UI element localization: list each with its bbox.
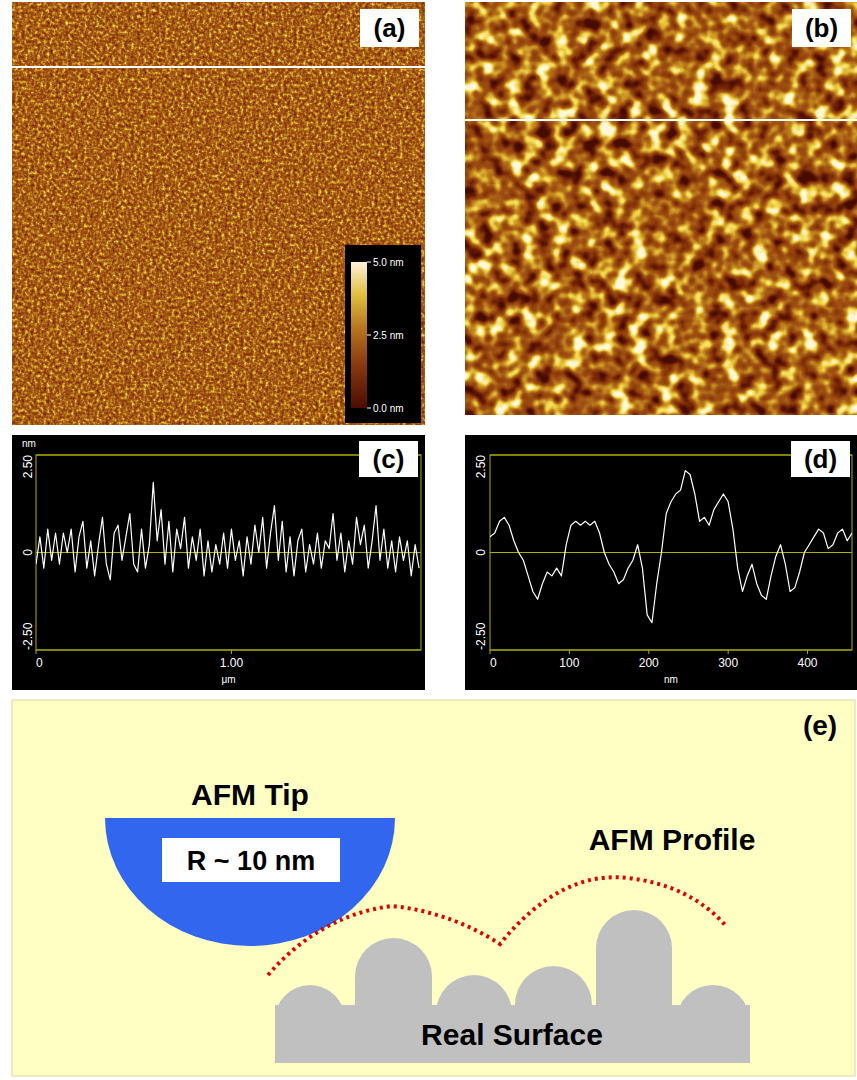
height-profile <box>36 482 419 580</box>
surface-grain <box>676 985 750 1022</box>
plot-area <box>490 471 852 623</box>
surface-grain <box>596 910 672 1010</box>
x-tick <box>648 650 649 654</box>
plot-frame <box>490 455 852 650</box>
profile-background <box>12 435 425 690</box>
plot-area <box>36 482 419 580</box>
radius-label: R ~ 10 nm <box>187 846 315 876</box>
panel-label: (c) <box>373 444 405 474</box>
afm-tip <box>105 818 395 946</box>
y-tick-label: 0 <box>474 549 488 556</box>
y-tick-label: -2.50 <box>21 622 35 650</box>
profile-background <box>465 435 857 690</box>
panel-label: (e) <box>803 710 837 741</box>
x-tick-label: 300 <box>718 656 738 670</box>
y-tick-label: 0 <box>21 549 35 556</box>
height-profile <box>490 471 852 623</box>
x-tick-label: 0 <box>490 656 497 670</box>
schematic-background <box>12 700 855 1076</box>
height-map <box>12 2 425 425</box>
colorbar-label: 2.5 nm <box>373 330 404 341</box>
profile-panel: 2.500-2.500100200300400nm(d) <box>465 435 857 690</box>
scan-line <box>12 66 425 68</box>
x-tick <box>36 650 37 654</box>
afm-profile-curve <box>268 877 726 975</box>
scan-line <box>465 119 857 121</box>
surface-grain <box>275 985 345 1020</box>
colorbar-box <box>345 245 421 423</box>
colorbar: 5.0 nm 2.5 nm 0.0 nm <box>345 245 421 423</box>
surface-base <box>275 1005 750 1063</box>
y-tick-label: -2.50 <box>474 622 488 650</box>
surface-label: Real Surface <box>421 1018 603 1051</box>
surface-grain <box>355 938 432 1010</box>
x-tick <box>231 650 232 654</box>
x-unit: μm <box>221 674 235 685</box>
panel-label: (a) <box>374 13 406 43</box>
colorbar-scale <box>351 262 367 408</box>
profile-panel: 2.500-2.50nm01.00μm(c) <box>12 435 425 690</box>
radius-box <box>162 838 340 882</box>
x-tick-label: 100 <box>559 656 579 670</box>
colorbar-label: 5.0 nm <box>373 257 404 268</box>
x-tick-label: 200 <box>639 656 659 670</box>
colorbar-tick <box>367 408 371 409</box>
plot-frame <box>36 455 421 650</box>
y-unit: nm <box>22 438 36 449</box>
schematic: (e) AFM Tip R ~ 10 nm Real Surface AFM Profi… <box>12 700 855 1076</box>
profile-label: AFM Profile <box>589 823 756 856</box>
panel-label: (d) <box>804 444 837 474</box>
panel-label-box <box>360 9 419 47</box>
x-tick <box>569 650 570 654</box>
x-tick-label: 0 <box>36 656 43 670</box>
x-unit: nm <box>664 674 678 685</box>
panel-label-box <box>792 9 851 47</box>
x-tick <box>728 650 729 654</box>
y-tick-label: 2.50 <box>474 455 488 479</box>
y-tick-line <box>36 650 421 651</box>
x-tick <box>490 650 491 654</box>
colorbar-tick <box>367 335 371 336</box>
colorbar-label: 0.0 nm <box>373 403 404 414</box>
y-tick-label: 2.50 <box>21 455 35 479</box>
surface-grain <box>436 975 512 1013</box>
tip-label: AFM Tip <box>191 778 309 811</box>
x-tick <box>807 650 808 654</box>
panel-label-box <box>359 441 418 477</box>
height-map <box>465 2 857 415</box>
colorbar-tick <box>367 262 371 263</box>
x-tick-label: 400 <box>798 656 818 670</box>
y-tick-line <box>490 650 852 651</box>
surface-grain <box>515 966 592 1010</box>
afm-image: (b) <box>465 2 857 415</box>
figure: (a)(b)5.0 nm2.5 nm0.0 nm2.500-2.50nm01.0… <box>0 0 857 1080</box>
x-tick-label: 1.00 <box>220 656 244 670</box>
panel-label: (b) <box>805 13 838 43</box>
panel-label-box <box>791 441 850 477</box>
afm-image: (a) <box>12 2 425 425</box>
y-tick-line <box>490 552 852 553</box>
